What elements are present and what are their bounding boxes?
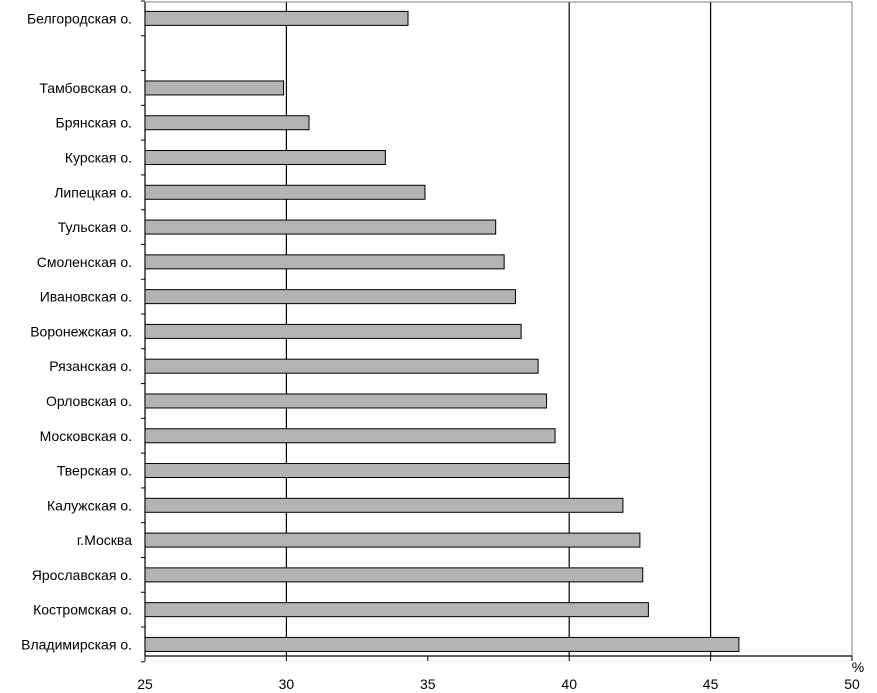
bar-17 (144, 602, 649, 618)
category-label-11: Орловская о. (46, 393, 132, 409)
x-tick-label-1: 30 (279, 676, 295, 692)
category-label-6: Тульская о. (58, 219, 132, 235)
category-label-3: Брянская о. (56, 115, 133, 131)
bar-2 (144, 80, 285, 96)
bar-11 (144, 393, 548, 409)
category-label-5: Липецкая о. (54, 184, 132, 200)
category-label-8: Ивановская о. (40, 289, 132, 305)
category-label-18: Владимирская о. (21, 636, 132, 652)
bar-0 (144, 10, 409, 26)
x-tick-label-5: 50 (844, 676, 860, 692)
x-axis: 25 30 35 40 45 50 (137, 655, 860, 692)
bar-15 (144, 532, 641, 548)
x-tick-label-0: 25 (137, 676, 153, 692)
category-label-13: Тверская о. (57, 463, 132, 479)
bar-4 (144, 150, 386, 166)
category-label-2: Тамбовская о. (39, 80, 132, 96)
category-labels: Белгородская о. Тамбовская о. Брянская о. К… (21, 10, 132, 652)
category-label-7: Смоленская о. (37, 254, 132, 270)
category-label-17: Костромская о. (33, 602, 132, 618)
bar-3 (144, 115, 310, 131)
category-label-14: Калужская о. (47, 497, 132, 513)
bar-16 (144, 567, 644, 583)
bar-10 (144, 358, 539, 374)
bar-14 (144, 497, 624, 513)
category-label-0: Белгородская о. (27, 10, 132, 26)
bars (144, 10, 740, 652)
bar-7 (144, 254, 505, 270)
bar-5 (144, 184, 426, 200)
category-label-4: Курская о. (65, 150, 132, 166)
x-tick-label-3: 40 (561, 676, 577, 692)
bar-6 (144, 219, 497, 235)
x-tick-label-4: 45 (703, 676, 719, 692)
bar-12 (144, 428, 556, 444)
x-axis-unit-label: % (852, 659, 864, 675)
category-label-16: Ярославская о. (32, 567, 132, 583)
bar-18 (144, 636, 740, 652)
bar-8 (144, 289, 516, 305)
bar-13 (144, 463, 570, 479)
category-label-10: Рязанская о. (49, 358, 132, 374)
bar-9 (144, 323, 522, 339)
category-label-15: г.Москва (77, 532, 132, 548)
category-label-12: Московская о. (40, 428, 132, 444)
category-label-9: Воронежская о. (30, 323, 132, 339)
x-tick-label-2: 35 (420, 676, 436, 692)
